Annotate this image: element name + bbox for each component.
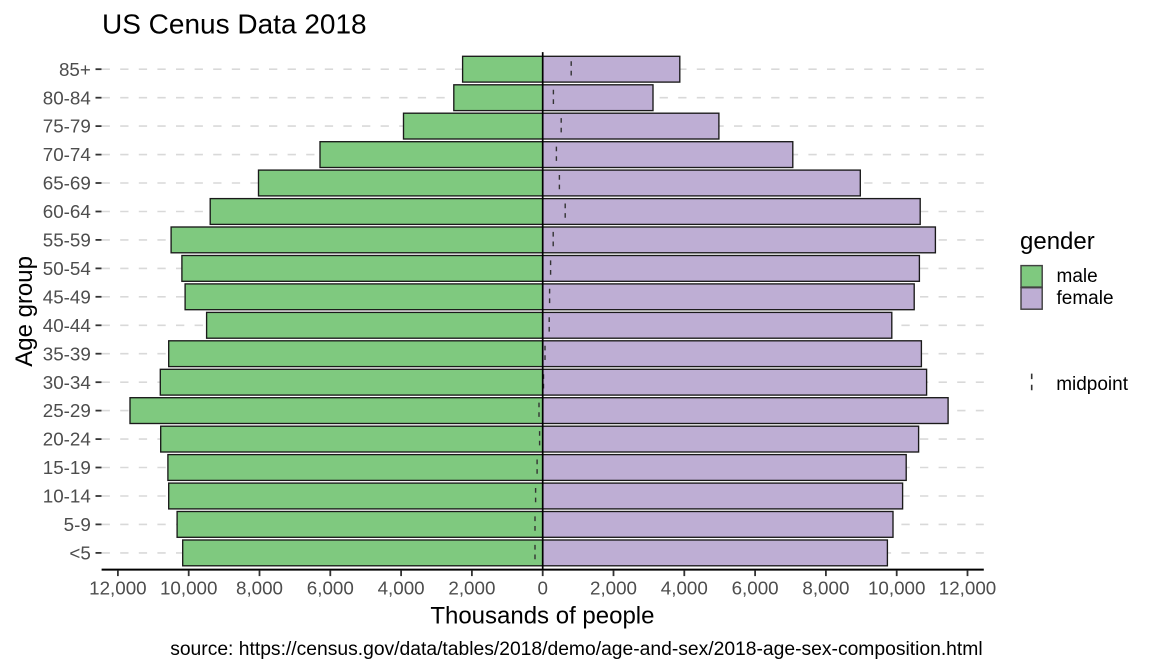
svg-text:55-59: 55-59 [43, 230, 91, 251]
svg-text:Thousands of people: Thousands of people [430, 603, 654, 630]
svg-text:45-49: 45-49 [43, 286, 91, 307]
svg-text:4,000: 4,000 [378, 578, 425, 599]
svg-text:source: https://census.gov/dat: source: https://census.gov/data/tables/2… [170, 639, 982, 660]
svg-text:5-9: 5-9 [64, 514, 91, 535]
svg-text:40-44: 40-44 [43, 315, 91, 336]
svg-text:6,000: 6,000 [732, 578, 779, 599]
svg-text:male: male [1057, 266, 1098, 287]
svg-text:80-84: 80-84 [43, 87, 91, 108]
svg-text:15-19: 15-19 [43, 457, 91, 478]
svg-text:<5: <5 [69, 543, 90, 564]
svg-text:75-79: 75-79 [43, 116, 91, 137]
svg-text:midpoint: midpoint [1056, 374, 1129, 395]
svg-text:US Cenus Data 2018: US Cenus Data 2018 [102, 8, 367, 39]
svg-text:2,000: 2,000 [590, 578, 637, 599]
svg-text:gender: gender [1020, 228, 1095, 255]
svg-text:female: female [1057, 288, 1114, 309]
svg-text:65-69: 65-69 [43, 173, 91, 194]
svg-text:10,000: 10,000 [868, 578, 925, 599]
svg-text:2,000: 2,000 [448, 578, 495, 599]
svg-text:10,000: 10,000 [160, 578, 217, 599]
svg-text:4,000: 4,000 [661, 578, 708, 599]
svg-text:0: 0 [537, 578, 547, 599]
svg-text:6,000: 6,000 [307, 578, 354, 599]
svg-text:10-14: 10-14 [43, 486, 91, 507]
svg-text:8,000: 8,000 [236, 578, 283, 599]
svg-text:30-34: 30-34 [43, 372, 91, 393]
svg-text:8,000: 8,000 [802, 578, 849, 599]
svg-text:70-74: 70-74 [43, 144, 91, 165]
svg-text:Age group: Age group [11, 256, 38, 367]
svg-text:12,000: 12,000 [89, 578, 146, 599]
svg-text:35-39: 35-39 [43, 343, 91, 364]
svg-text:50-54: 50-54 [43, 258, 91, 279]
svg-text:60-64: 60-64 [43, 201, 91, 222]
svg-text:12,000: 12,000 [939, 578, 996, 599]
svg-text:85+: 85+ [59, 59, 91, 80]
svg-text:25-29: 25-29 [43, 400, 91, 421]
svg-text:20-24: 20-24 [43, 429, 91, 450]
